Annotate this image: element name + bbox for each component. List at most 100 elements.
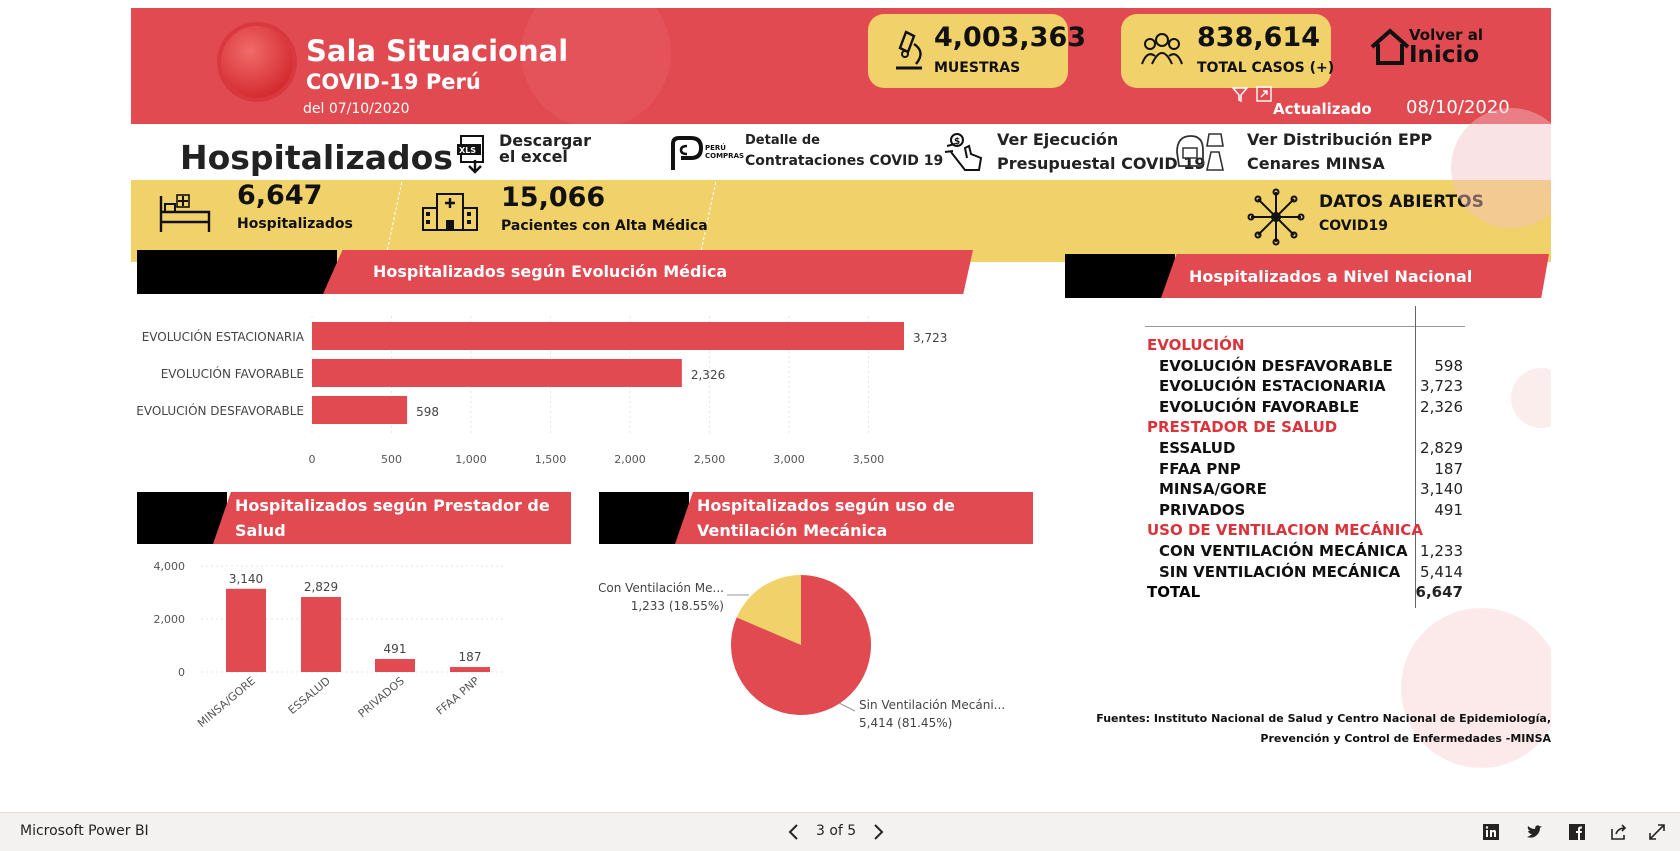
- panel-header-red: [675, 492, 1033, 544]
- filter-icon[interactable]: [1231, 85, 1249, 103]
- bar-value-label: 2,829: [304, 580, 338, 594]
- panel-title-prestador-l2: Salud: [235, 521, 286, 540]
- svg-text:XLS: XLS: [459, 146, 476, 155]
- powerbi-brand: Microsoft Power BI: [20, 823, 149, 839]
- linkedin-icon[interactable]: [1480, 821, 1502, 843]
- panel-title-prestador-l1: Hospitalizados según Prestador de: [235, 496, 550, 515]
- bar: [226, 588, 266, 672]
- x-category-label: MINSA/GORE: [195, 674, 258, 730]
- bar: [312, 322, 904, 350]
- table-row: MINSA/GORE 3,140: [1147, 480, 1463, 502]
- table-row-label: PRIVADOS: [1159, 500, 1246, 519]
- x-category-label: ESSALUD: [286, 674, 333, 717]
- updated-label: Actualizado: [1273, 100, 1372, 118]
- datos-abiertos-link[interactable]: DATOS ABIERTOS COVID19: [1247, 188, 1507, 248]
- page-indicator: 3 of 5: [816, 823, 857, 839]
- chart-ventilacion: Con Ventilación Me... 1,233 (18.55%) Sin V…: [599, 575, 1005, 730]
- table-row-value: 1,233: [1420, 542, 1463, 560]
- hospital-icon: [422, 193, 478, 231]
- panel-title-ventilacion-l1: Hospitalizados según uso de: [697, 496, 955, 515]
- table-row: ESSALUD 2,829: [1147, 439, 1463, 461]
- distribucion-epp-link[interactable]: Ver Distribución EPP Cenares MINSA: [1171, 130, 1433, 178]
- table-row-label: SIN VENTILACIÓN MECÁNICA: [1159, 562, 1401, 581]
- table-row-value: 187: [1434, 459, 1463, 478]
- chart-evolucion: 0 500 1,000 1,500 2,000 2,500 3,000 3,500 EVOLUC…: [136, 316, 947, 466]
- panel-header-red: [1161, 254, 1549, 298]
- table-row-label: EVOLUCIÓN ESTACIONARIA: [1159, 377, 1386, 396]
- table-row-label: EVOLUCIÓN DESFAVORABLE: [1159, 356, 1393, 375]
- svg-text:$: $: [954, 137, 960, 147]
- panel-title-ventilacion-l2: Ventilación Mecánica: [697, 521, 888, 540]
- table-group-header: USO DE VENTILACION MECÁNICA: [1147, 521, 1463, 543]
- table-row-value: 3,723: [1420, 377, 1463, 396]
- fullscreen-icon[interactable]: [1646, 821, 1668, 843]
- report-date: del 07/10/2020: [303, 101, 410, 117]
- pie-slice: [731, 575, 871, 715]
- kpi-total-casos-value: 838,614: [1197, 22, 1320, 53]
- bar-value-label: 187: [459, 650, 482, 664]
- download-excel-link[interactable]: XLS Descargar el excel: [457, 132, 637, 180]
- table-row-label: CON VENTILACIÓN MECÁNICA: [1159, 542, 1408, 560]
- x-category-label: PRIVADOS: [356, 674, 407, 720]
- stat-altas-label: Pacientes con Alta Médica: [501, 218, 708, 234]
- source-line2: Prevención y Control de Enfermedades -MI…: [1260, 732, 1551, 745]
- contrataciones-link[interactable]: PERÚ COMPRAS Detalle de Contrataciones C…: [669, 132, 943, 180]
- stats-band: [131, 180, 1551, 262]
- bar: [450, 667, 490, 672]
- home-label-line1: Volver al: [1409, 26, 1484, 44]
- datos-abiertos-line2: COVID19: [1319, 218, 1388, 234]
- x-category-label: FFAA PNP: [434, 674, 482, 718]
- table-row-value: 3,140: [1420, 480, 1463, 499]
- bar-value-label: 3,140: [229, 572, 263, 586]
- app-title: Sala Situacional: [306, 34, 569, 68]
- microscope-icon: [896, 30, 922, 70]
- stat-altas-value: 15,066: [501, 182, 606, 213]
- epp-line1: Ver Distribución EPP: [1247, 130, 1433, 149]
- header-band: Sala Situacional COVID-19 Perú del 07/10…: [131, 8, 1551, 128]
- epp-line2: Cenares MINSA: [1247, 154, 1385, 173]
- kpi-muestras-label: MUESTRAS: [934, 60, 1021, 76]
- twitter-icon[interactable]: [1524, 821, 1546, 843]
- contrataciones-line1: Detalle de: [745, 133, 820, 148]
- virus-logo-icon: [221, 26, 293, 98]
- bar: [312, 359, 682, 387]
- kpi-muestras: 4,003,363 MUESTRAS: [868, 14, 1086, 88]
- stat-hospitalizados-value: 6,647: [237, 180, 323, 211]
- x-tick-label: 2,000: [614, 453, 646, 466]
- stat-hospitalizados-label: Hospitalizados: [237, 216, 353, 232]
- bar: [375, 658, 415, 672]
- table-row: CON VENTILACIÓN MECÁNICA 1,233: [1147, 542, 1463, 564]
- table-row-value: 2,829: [1420, 439, 1463, 457]
- ejecucion-presupuestal-link[interactable]: $ Ver Ejecución Presupuestal COVID 19: [943, 130, 1205, 178]
- table-row-label: PRESTADOR DE SALUD: [1147, 418, 1338, 437]
- bar-value-label: 3,723: [913, 331, 947, 345]
- prev-page-icon[interactable]: [786, 823, 802, 841]
- share-icon[interactable]: [1608, 821, 1630, 843]
- panel-header-black: [1065, 254, 1175, 298]
- peru-compras-icon: [671, 136, 703, 170]
- peru-compras-logo-text: PERÚ COMPRAS: [705, 144, 745, 160]
- updated-date: 08/10/2020: [1406, 97, 1510, 118]
- table-row-label: MINSA/GORE: [1159, 480, 1267, 499]
- x-tick-label: 1,000: [455, 453, 487, 466]
- panel-header-black: [137, 250, 337, 294]
- table-top-rule: [1145, 326, 1465, 327]
- facebook-icon[interactable]: [1566, 821, 1588, 843]
- home-button[interactable]: Volver al Inicio: [1369, 22, 1483, 82]
- app-subtitle: COVID-19 Perú: [306, 70, 481, 94]
- y-category-label: EVOLUCIÓN DESFAVORABLE: [136, 403, 304, 418]
- x-tick-label: 3,000: [773, 453, 805, 466]
- ppe-icon: [1176, 133, 1224, 171]
- pie-detail-label: 5,414 (81.45%): [859, 716, 952, 730]
- focus-mode-icon[interactable]: [1255, 85, 1273, 103]
- panel-header-prestador: Hospitalizados según Prestador de Salud: [137, 492, 571, 544]
- money-hand-icon: $: [944, 133, 983, 171]
- band-divider: [384, 182, 404, 260]
- table-row-label: EVOLUCIÓN FAVORABLE: [1159, 397, 1360, 416]
- next-page-icon[interactable]: [870, 823, 886, 841]
- y-tick-label: 2,000: [154, 613, 186, 626]
- x-tick-label: 3,500: [853, 453, 885, 466]
- virus-bg-decoration: [521, 8, 671, 128]
- panel-header-evolucion: Hospitalizados según Evolución Médica: [137, 250, 973, 294]
- ejecucion-line2: Presupuestal COVID 19: [997, 154, 1206, 173]
